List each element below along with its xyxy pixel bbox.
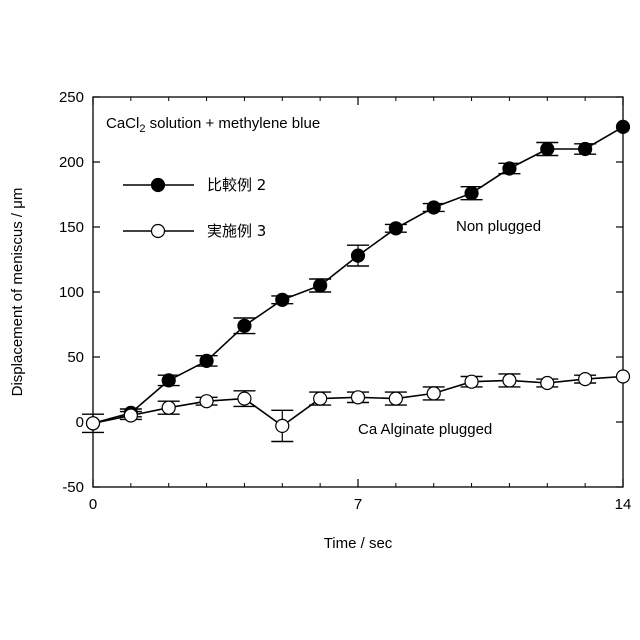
series-1-point bbox=[503, 162, 516, 175]
y-tick-label: 100 bbox=[59, 284, 84, 301]
series-1-point bbox=[541, 143, 554, 156]
series-1-point bbox=[617, 120, 630, 133]
y-tick-label: 200 bbox=[59, 154, 84, 171]
series-1-point bbox=[427, 201, 440, 214]
y-tick-label: 150 bbox=[59, 219, 84, 236]
legend-marker-series-1 bbox=[152, 179, 165, 192]
series-2-point bbox=[200, 395, 213, 408]
y-tick-label: 50 bbox=[67, 349, 84, 366]
legend-label-series-2: 実施例 3 bbox=[207, 222, 266, 240]
annotation-alginate-plugged: Ca Alginate plugged bbox=[358, 421, 492, 438]
series-1-point bbox=[276, 293, 289, 306]
x-axis-label: Time / sec bbox=[324, 535, 393, 552]
series-2-point bbox=[427, 387, 440, 400]
series-2-point bbox=[617, 370, 630, 383]
series-1-point bbox=[352, 249, 365, 262]
legend-label-series-1: 比較例 2 bbox=[207, 176, 266, 194]
series-1-point bbox=[579, 143, 592, 156]
y-tick-label: 250 bbox=[59, 89, 84, 106]
series-1-point bbox=[314, 279, 327, 292]
series-1-point bbox=[162, 374, 175, 387]
series-2-point bbox=[503, 374, 516, 387]
series-2-point bbox=[87, 417, 100, 430]
series-1-point bbox=[389, 222, 402, 235]
series-2-point bbox=[162, 401, 175, 414]
series-2-point bbox=[238, 392, 251, 405]
series-2-point bbox=[314, 392, 327, 405]
annotation-non-plugged: Non plugged bbox=[456, 218, 541, 235]
series-2-point bbox=[276, 419, 289, 432]
legend: 比較例 2 実施例 3 bbox=[123, 176, 266, 240]
legend-marker-series-2 bbox=[152, 225, 165, 238]
y-tick-label: -50 bbox=[62, 479, 84, 496]
series-2-point bbox=[124, 409, 137, 422]
chart-title: CaCl2 solution + methylene blue bbox=[106, 115, 320, 135]
chart-title-main: CaCl bbox=[106, 115, 139, 132]
series-layer bbox=[82, 120, 630, 441]
series-2-point bbox=[465, 375, 478, 388]
y-axis-label: Displacement of meniscus / μm bbox=[9, 188, 26, 397]
series-2-point bbox=[579, 373, 592, 386]
x-tick-label: 0 bbox=[89, 496, 97, 513]
series-1-point bbox=[465, 187, 478, 200]
series-2-point bbox=[541, 377, 554, 390]
series-2-point bbox=[352, 391, 365, 404]
x-tick-label: 14 bbox=[615, 496, 632, 513]
x-tick-label: 7 bbox=[354, 496, 362, 513]
series-1-point bbox=[200, 354, 213, 367]
chart-title-rest: solution + methylene blue bbox=[145, 115, 320, 132]
series-2-point bbox=[389, 392, 402, 405]
series-1-point bbox=[238, 319, 251, 332]
y-tick-label: 0 bbox=[76, 414, 84, 431]
